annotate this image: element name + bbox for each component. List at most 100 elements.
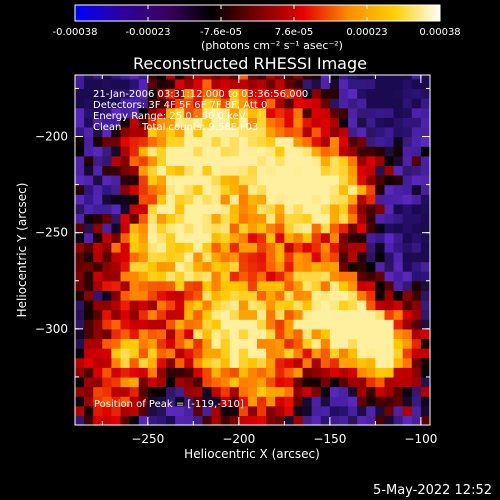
- heatmap-cell: [102, 155, 113, 166]
- heatmap-cell: [420, 78, 431, 90]
- heatmap-cell: [293, 194, 304, 205]
- heatmap-cell: [193, 271, 204, 282]
- heatmap-cell: [411, 146, 422, 157]
- heatmap-cell: [366, 165, 376, 176]
- heatmap-cell: [266, 415, 276, 426]
- heatmap-cell: [229, 271, 240, 282]
- annotation-energy: Energy Range: 25.0 - 50.0 keV: [93, 111, 246, 122]
- heatmap-cell: [129, 78, 140, 90]
- heatmap-cell: [84, 184, 94, 195]
- heatmap-cell: [156, 367, 167, 378]
- heatmap-cell: [247, 251, 258, 263]
- heatmap-cell: [120, 165, 131, 176]
- heatmap-cell: [138, 232, 149, 243]
- heatmap-cell: [275, 203, 285, 215]
- heatmap-cell: [220, 280, 231, 291]
- heatmap-cell: [75, 338, 85, 349]
- heatmap-cell: [193, 88, 204, 99]
- heatmap-cell: [266, 175, 276, 186]
- heatmap-cell: [293, 271, 304, 282]
- heatmap-cell: [102, 300, 113, 311]
- heatmap-cell: [93, 107, 103, 118]
- colorbar-tick-label: -7.6e-05: [200, 27, 242, 38]
- heatmap-cell: [375, 271, 386, 282]
- heatmap-cell: [411, 107, 422, 118]
- heatmap-cell: [384, 319, 395, 330]
- heatmap-cell: [311, 98, 322, 109]
- heatmap-cell: [138, 319, 149, 330]
- heatmap-cell: [275, 405, 285, 416]
- heatmap-cell: [247, 328, 258, 340]
- heatmap-cell: [293, 357, 304, 368]
- heatmap-cell: [175, 213, 185, 224]
- heatmap-cell: [320, 348, 331, 359]
- heatmap-cell: [411, 376, 422, 388]
- heatmap-cell: [211, 242, 222, 253]
- heatmap-cell: [411, 175, 422, 186]
- heatmap-cell: [257, 88, 267, 99]
- heatmap-cell: [175, 88, 185, 99]
- heatmap-cell: [320, 78, 331, 90]
- heatmap-cell: [247, 146, 258, 157]
- heatmap-cell: [311, 232, 322, 243]
- heatmap-cell: [193, 405, 204, 416]
- heatmap-cell: [275, 271, 285, 282]
- heatmap-cell: [138, 155, 149, 166]
- heatmap-cell: [329, 194, 340, 205]
- heatmap-cell: [93, 357, 103, 368]
- heatmap-cell: [229, 213, 240, 224]
- heatmap-cell: [348, 309, 358, 320]
- heatmap-cell: [202, 367, 213, 378]
- heatmap-cell: [293, 155, 304, 166]
- heatmap-cell: [402, 223, 413, 234]
- heatmap-cell: [175, 251, 185, 263]
- heatmap-cell: [84, 232, 94, 243]
- heatmap-cell: [411, 338, 422, 349]
- heatmap-cell: [247, 126, 258, 138]
- heatmap-cell: [393, 155, 404, 166]
- heatmap-cell: [293, 348, 304, 359]
- heatmap-cell: [120, 184, 131, 195]
- heatmap-cell: [338, 203, 349, 215]
- heatmap-cell: [75, 280, 85, 291]
- heatmap-cell: [238, 175, 249, 186]
- heatmap-cell: [384, 223, 395, 234]
- heatmap-cell: [238, 280, 249, 291]
- heatmap-cell: [366, 223, 376, 234]
- heatmap-cell: [420, 107, 431, 118]
- heatmap-cell: [184, 338, 194, 349]
- heatmap-cell: [220, 165, 231, 176]
- heatmap-cell: [302, 98, 313, 109]
- heatmap-cell: [266, 78, 276, 90]
- heatmap-cell: [202, 242, 213, 253]
- heatmap-cell: [284, 376, 295, 388]
- heatmap-cell: [420, 136, 431, 147]
- heatmap-cell: [120, 396, 131, 407]
- heatmap-cell: [129, 223, 140, 234]
- heatmap-cell: [238, 367, 249, 378]
- heatmap-cell: [229, 107, 240, 118]
- heatmap-cell: [193, 155, 204, 166]
- heatmap-cell: [102, 98, 113, 109]
- heatmap-cell: [138, 348, 149, 359]
- heatmap-cell: [284, 232, 295, 243]
- heatmap-cell: [238, 405, 249, 416]
- heatmap-cell: [193, 396, 204, 407]
- heatmap-cell: [193, 232, 204, 243]
- heatmap-cell: [338, 415, 349, 426]
- heatmap-cell: [120, 415, 131, 426]
- heatmap-cell: [375, 376, 386, 388]
- heatmap-cell: [293, 232, 304, 243]
- heatmap-cell: [302, 319, 313, 330]
- heatmap-cell: [348, 405, 358, 416]
- heatmap-cell: [302, 271, 313, 282]
- heatmap-cell: [84, 328, 94, 340]
- heatmap-cell: [366, 107, 376, 118]
- heatmap-cell: [211, 117, 222, 128]
- heatmap-cell: [420, 194, 431, 205]
- heatmap-cell: [93, 271, 103, 282]
- heatmap-cell: [284, 300, 295, 311]
- heatmap-cell: [293, 405, 304, 416]
- heatmap-cell: [375, 175, 386, 186]
- heatmap-cell: [184, 242, 194, 253]
